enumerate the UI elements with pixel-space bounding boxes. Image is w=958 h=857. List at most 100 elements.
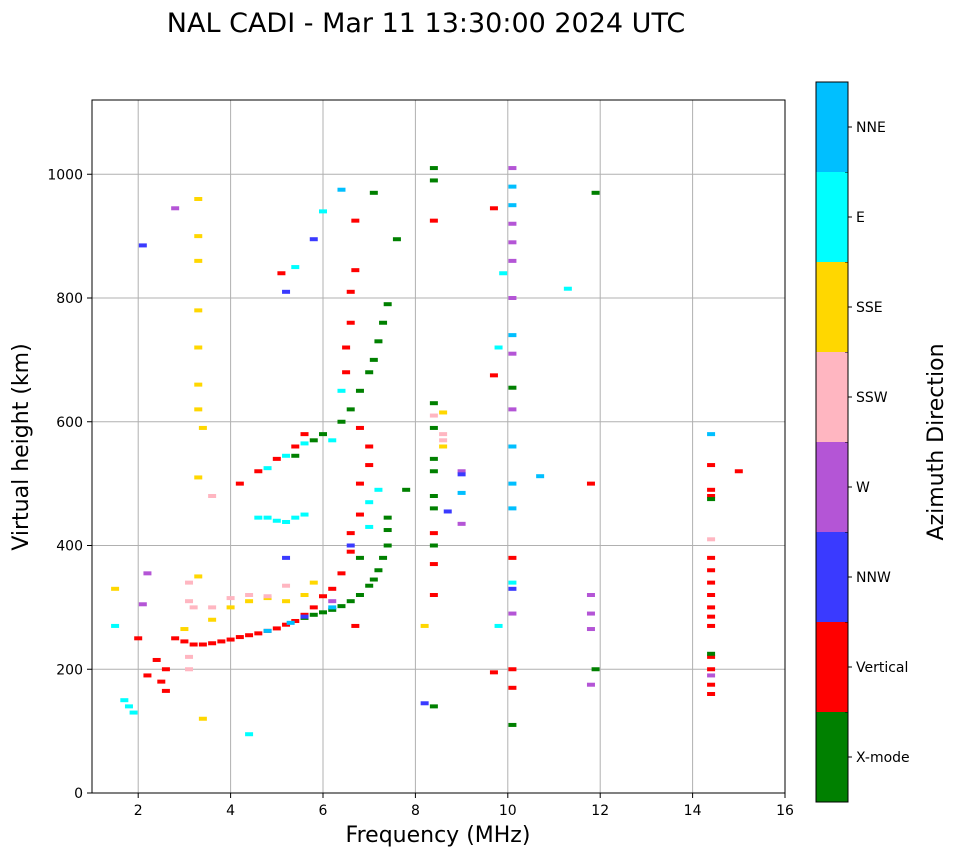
data-point-e bbox=[282, 453, 291, 458]
data-point-vertical bbox=[429, 593, 438, 597]
data-point-sse bbox=[198, 425, 207, 430]
colorbar-segment-nne bbox=[816, 82, 848, 172]
data-point-x-mode bbox=[383, 515, 392, 520]
data-point-vertical bbox=[351, 218, 360, 223]
data-point-e bbox=[365, 500, 374, 505]
data-point-vertical bbox=[707, 487, 716, 492]
data-point-x-mode bbox=[429, 166, 438, 171]
data-point-x-mode bbox=[508, 385, 517, 390]
data-point-vertical bbox=[309, 605, 318, 610]
data-point-sse bbox=[194, 345, 203, 350]
data-point-x-mode bbox=[429, 543, 438, 548]
data-point-w bbox=[508, 351, 517, 356]
data-point-sse bbox=[198, 716, 207, 721]
data-point-vertical bbox=[707, 568, 716, 573]
grid-lines bbox=[92, 100, 786, 794]
data-point-x-mode bbox=[346, 407, 355, 412]
data-point-x-mode bbox=[429, 178, 438, 183]
data-point-w bbox=[707, 673, 716, 678]
data-point-w bbox=[328, 599, 337, 604]
data-point-sse bbox=[439, 444, 448, 449]
data-point-nnw bbox=[420, 701, 429, 706]
data-point-e bbox=[300, 441, 309, 446]
data-point-w bbox=[586, 611, 595, 616]
x-tick-label: 8 bbox=[411, 803, 420, 819]
data-point-vertical bbox=[208, 641, 217, 646]
data-point-ssw bbox=[189, 605, 198, 610]
data-point-vertical bbox=[342, 370, 351, 375]
data-point-x-mode bbox=[429, 401, 438, 406]
data-point-vertical bbox=[734, 469, 743, 474]
data-point-x-mode bbox=[355, 593, 364, 597]
data-point-vertical bbox=[291, 444, 300, 449]
data-point-x-mode bbox=[369, 357, 378, 362]
data-point-nne bbox=[508, 444, 517, 449]
data-point-nnw bbox=[346, 543, 355, 548]
data-point-vertical bbox=[707, 682, 716, 687]
data-point-e bbox=[494, 345, 503, 350]
data-point-vertical bbox=[226, 637, 235, 642]
y-tick-label: 800 bbox=[56, 291, 83, 307]
data-point-ssw bbox=[429, 413, 438, 418]
data-point-vertical bbox=[707, 555, 716, 560]
chart-title: NAL CADI - Mar 11 13:30:00 2024 UTC bbox=[167, 8, 685, 39]
data-point-vertical bbox=[189, 642, 198, 647]
data-point-x-mode bbox=[429, 469, 438, 474]
data-point-sse bbox=[194, 308, 203, 313]
x-axis-label: Frequency (MHz) bbox=[346, 823, 531, 848]
data-point-nne bbox=[508, 481, 517, 486]
colorbar-label-nnw: NNW bbox=[856, 570, 891, 586]
data-point-x-mode bbox=[309, 438, 318, 443]
data-point-vertical bbox=[508, 555, 517, 560]
data-point-vertical bbox=[300, 432, 309, 437]
data-point-sse bbox=[282, 599, 291, 604]
data-point-x-mode bbox=[429, 494, 438, 498]
data-point-x-mode bbox=[379, 320, 388, 325]
data-point-x-mode bbox=[337, 419, 346, 424]
data-point-vertical bbox=[277, 271, 286, 276]
data-point-sse bbox=[180, 627, 189, 632]
x-tick-label: 6 bbox=[319, 803, 328, 819]
data-point-ssw bbox=[263, 594, 272, 599]
data-point-x-mode bbox=[429, 425, 438, 430]
data-point-w bbox=[586, 682, 595, 687]
y-tick-label: 0 bbox=[74, 786, 83, 802]
data-point-nnw bbox=[300, 614, 309, 619]
data-point-e bbox=[282, 519, 291, 524]
data-point-sse bbox=[208, 617, 217, 622]
data-point-vertical bbox=[254, 631, 263, 636]
data-point-vertical bbox=[365, 444, 374, 449]
data-point-x-mode bbox=[591, 667, 600, 672]
data-point-nne bbox=[707, 432, 716, 437]
y-tick-label: 600 bbox=[56, 415, 83, 431]
data-point-x-mode bbox=[429, 456, 438, 461]
data-point-vertical bbox=[489, 373, 498, 378]
data-point-nne bbox=[508, 333, 517, 338]
data-point-e bbox=[263, 515, 272, 520]
colorbar-label-nne: NNE bbox=[856, 120, 886, 136]
data-point-nne bbox=[457, 490, 466, 495]
data-point-e bbox=[508, 580, 517, 585]
data-point-vertical bbox=[337, 571, 346, 576]
data-point-vertical bbox=[180, 639, 189, 644]
data-point-vertical bbox=[143, 673, 152, 678]
y-axis-label: Virtual height (km) bbox=[9, 343, 34, 550]
colorbar-segment-nnw bbox=[816, 532, 848, 622]
data-point-x-mode bbox=[392, 237, 401, 242]
data-point-e bbox=[120, 698, 129, 703]
data-point-nnw bbox=[443, 509, 452, 514]
data-point-vertical bbox=[272, 626, 281, 631]
data-point-sse bbox=[194, 407, 203, 412]
data-point-x-mode bbox=[309, 612, 318, 617]
data-point-vertical bbox=[342, 345, 351, 350]
data-point-ssw bbox=[439, 438, 448, 443]
colorbar-segment-sse bbox=[816, 262, 848, 352]
data-point-ssw bbox=[245, 593, 254, 597]
data-point-vertical bbox=[355, 512, 364, 517]
data-point-vertical bbox=[346, 531, 355, 536]
y-tick-label: 200 bbox=[56, 662, 83, 678]
data-point-vertical bbox=[351, 268, 360, 273]
data-point-nnw bbox=[508, 586, 517, 591]
data-point-x-mode bbox=[707, 497, 716, 502]
